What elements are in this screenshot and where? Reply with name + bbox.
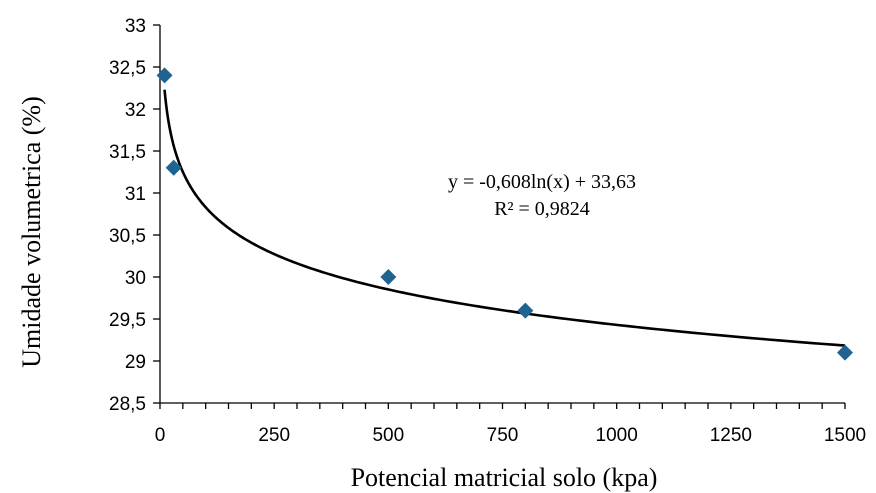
trendline: [163, 89, 846, 347]
trendline-equation: y = -0,608ln(x) + 33,63: [448, 171, 636, 193]
y-tick-label: 30: [125, 268, 146, 289]
x-tick-label: 1500: [824, 425, 866, 446]
x-tick-label: 1250: [710, 425, 752, 446]
y-tick-label: 32: [125, 100, 146, 121]
data-point: [156, 67, 173, 84]
data-point: [380, 269, 397, 285]
data-point: [837, 344, 853, 361]
x-tick-label: 750: [487, 425, 519, 446]
y-axis-ticks: 28,5 29 29,5 30 30,5 31 31,5 32 32,5 33: [109, 16, 160, 415]
y-tick-label: 30,5: [109, 226, 146, 247]
y-tick-label: 29: [125, 352, 146, 373]
x-axis-title: Potencial matricial solo (kpa): [351, 463, 658, 492]
y-tick-label: 28,5: [109, 394, 146, 415]
x-tick-label: 500: [372, 425, 404, 446]
y-tick-label: 31,5: [109, 142, 146, 163]
r-squared-label: R² = 0,9824: [494, 198, 590, 220]
x-tick-label: 0: [155, 425, 166, 446]
x-tick-label: 1000: [596, 425, 638, 446]
data-point: [517, 302, 534, 319]
y-tick-label: 29,5: [109, 310, 146, 331]
x-tick-label: 250: [258, 425, 290, 446]
y-axis-title: Umidade volumetrica (%): [17, 96, 46, 367]
y-tick-label: 31: [125, 184, 146, 205]
y-tick-label: 33: [125, 16, 146, 37]
data-point: [165, 159, 182, 176]
x-axis-ticks: 0 250 500 750 1000 1250 1500: [155, 403, 866, 446]
y-tick-label: 32,5: [109, 58, 146, 79]
data-points: [156, 67, 853, 361]
